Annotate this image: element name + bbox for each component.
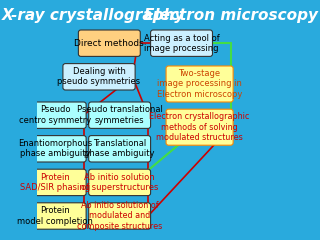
FancyBboxPatch shape bbox=[63, 64, 135, 90]
FancyBboxPatch shape bbox=[151, 30, 212, 56]
FancyBboxPatch shape bbox=[24, 102, 86, 128]
Text: Electron microscopy: Electron microscopy bbox=[144, 8, 317, 24]
Text: Pseudo translational
symmetries: Pseudo translational symmetries bbox=[77, 106, 163, 125]
FancyBboxPatch shape bbox=[166, 66, 233, 102]
Text: Dealing with
pseudo symmetries: Dealing with pseudo symmetries bbox=[58, 67, 140, 86]
FancyBboxPatch shape bbox=[89, 203, 151, 229]
Text: Acting as a tool of
image processing: Acting as a tool of image processing bbox=[144, 34, 220, 53]
Text: Electron crystallographic
methods of solving
modulated structures: Electron crystallographic methods of sol… bbox=[149, 112, 250, 142]
Text: Ab initio solution
of superstructures: Ab initio solution of superstructures bbox=[81, 173, 158, 192]
Text: Translational
phase ambiguity: Translational phase ambiguity bbox=[84, 139, 155, 158]
FancyBboxPatch shape bbox=[24, 136, 86, 162]
FancyBboxPatch shape bbox=[24, 169, 86, 196]
FancyBboxPatch shape bbox=[166, 109, 233, 145]
FancyBboxPatch shape bbox=[89, 136, 151, 162]
Text: Protein
SAD/SIR phasing: Protein SAD/SIR phasing bbox=[20, 173, 90, 192]
Text: Pseudo
centro symmetry: Pseudo centro symmetry bbox=[19, 106, 91, 125]
Text: X-ray crystallography: X-ray crystallography bbox=[2, 8, 186, 24]
FancyBboxPatch shape bbox=[89, 169, 151, 196]
Text: Enantiomorphous
phase ambiguity: Enantiomorphous phase ambiguity bbox=[18, 139, 92, 158]
Text: Ab initio solution of
modulated and
composite structures: Ab initio solution of modulated and comp… bbox=[77, 201, 162, 231]
FancyBboxPatch shape bbox=[78, 30, 140, 56]
FancyBboxPatch shape bbox=[89, 102, 151, 128]
FancyBboxPatch shape bbox=[24, 203, 86, 229]
Text: Direct methods: Direct methods bbox=[75, 39, 144, 48]
Text: Protein
model completion: Protein model completion bbox=[17, 206, 93, 226]
Text: Two-stage
image processing in
Electron microscopy: Two-stage image processing in Electron m… bbox=[157, 69, 242, 99]
